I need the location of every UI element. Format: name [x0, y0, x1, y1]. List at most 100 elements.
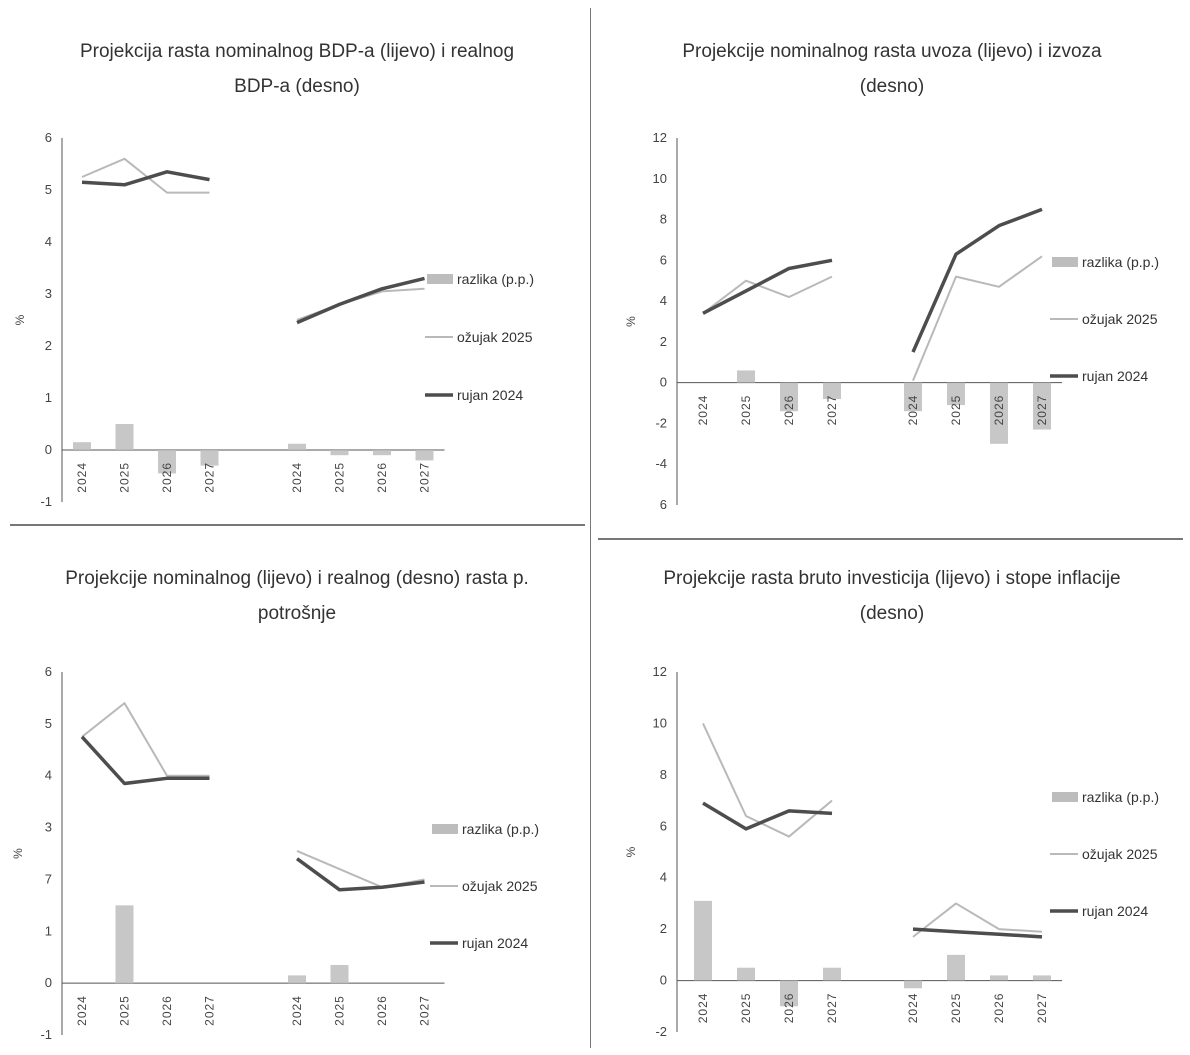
y-tick-label: 2	[660, 921, 667, 936]
horizontal-divider-left	[10, 524, 585, 526]
x-tick-label: 2027	[825, 993, 839, 1024]
y-tick-label: 6	[660, 252, 667, 267]
bar-razlika	[780, 980, 798, 1007]
bar-razlika	[823, 382, 841, 399]
horizontal-divider-right	[598, 538, 1183, 540]
x-tick-label: 2027	[825, 395, 839, 426]
x-tick-label: 2024	[75, 462, 89, 493]
bar-razlika	[330, 450, 349, 456]
legend-swatch-bar	[432, 824, 458, 834]
x-tick-label: 2025	[333, 995, 347, 1026]
x-tick-label: 2027	[1035, 395, 1049, 426]
vertical-divider	[590, 8, 591, 1048]
legend-label: razlika (p.p.)	[462, 821, 539, 837]
y-tick-label: 2	[660, 334, 667, 349]
chart-title-line: Projekcije nominalnog rasta uvoza (lijev…	[682, 41, 1102, 62]
x-tick-label: 2025	[739, 993, 753, 1024]
x-tick-label: 2024	[75, 995, 89, 1026]
y-tick-label: 0	[660, 375, 667, 390]
chart-title-line: BDP-a (desno)	[234, 76, 360, 97]
x-tick-label: 2024	[696, 993, 710, 1024]
x-tick-label: 2026	[375, 462, 389, 493]
y-tick-label: 12	[653, 664, 667, 679]
y-tick-label: 6	[45, 130, 52, 145]
x-tick-label: 2026	[782, 993, 796, 1024]
x-tick-label: 2026	[782, 395, 796, 426]
chart-panel-imports-exports: Projekcije nominalnog rasta uvoza (lijev…	[595, 0, 1190, 527]
legend-label: ožujak 2025	[1082, 311, 1158, 327]
series-line-ozujak-2025	[81, 157, 210, 194]
y-tick-label: 3	[45, 286, 52, 301]
bar-razlika	[990, 975, 1008, 981]
bar-razlika	[737, 967, 755, 981]
bar-razlika	[904, 382, 922, 412]
series-line-ozujak-2025	[912, 255, 1043, 382]
chart-panel-consumption: Projekcije nominalnog (lijevo) i realnog…	[0, 527, 595, 1054]
bar-razlika	[737, 370, 755, 383]
chart-title-line: Projekcija rasta nominalnog BDP-a (lijev…	[80, 41, 514, 62]
bar-razlika	[200, 450, 219, 466]
chart-title-line: Projekcije nominalnog (lijevo) i realnog…	[65, 568, 529, 589]
y-tick-label: -1	[40, 1027, 52, 1042]
x-tick-label: 2026	[375, 995, 389, 1026]
x-tick-label: 2024	[696, 395, 710, 426]
chart-panel-investment-inflation: Projekcije rasta bruto investicija (lije…	[595, 527, 1190, 1054]
bar-razlika	[115, 905, 134, 984]
x-tick-label: 2025	[333, 462, 347, 493]
series-line-ozujak-2025	[296, 849, 425, 889]
bar-razlika	[330, 964, 349, 984]
series-line-rujan-2024	[80, 735, 210, 786]
y-tick-label: 4	[660, 293, 667, 308]
bar-razlika	[823, 967, 841, 981]
y-tick-label: 0	[45, 975, 52, 990]
x-tick-label: 2025	[949, 395, 963, 426]
legend-label: rujan 2024	[1082, 903, 1148, 919]
x-tick-label: 2025	[949, 993, 963, 1024]
bar-razlika	[158, 450, 176, 474]
series-line-ozujak-2025	[702, 275, 833, 315]
x-tick-label: 2025	[118, 995, 132, 1026]
y-tick-label: 5	[45, 182, 52, 197]
legend-label: razlika (p.p.)	[1082, 254, 1159, 270]
y-tick-label: 6	[45, 664, 52, 679]
y-tick-label: 5	[45, 716, 52, 731]
bar-razlika	[288, 443, 306, 450]
x-tick-label: 2026	[992, 395, 1006, 426]
chart-svg: Projekcija rasta nominalnog BDP-a (lijev…	[13, 41, 534, 509]
y-tick-label: -1	[40, 494, 52, 509]
series-line-rujan-2024	[912, 927, 1043, 939]
x-tick-label: 2027	[418, 995, 432, 1026]
y-tick-label: 4	[660, 870, 667, 885]
series-line-ozujak-2025	[702, 723, 833, 838]
y-tick-label: 10	[653, 715, 667, 730]
chart-title-line: (desno)	[860, 76, 924, 97]
series-line-ozujak-2025	[81, 702, 210, 777]
legend-label: ožujak 2025	[457, 329, 533, 345]
y-axis-label: %	[624, 846, 638, 857]
series-line-rujan-2024	[296, 276, 425, 325]
y-tick-label: 1	[45, 923, 52, 938]
bar-razlika	[904, 980, 922, 989]
y-axis-label: %	[624, 316, 638, 327]
series-line-rujan-2024	[702, 801, 833, 831]
y-axis-label: %	[11, 848, 25, 859]
y-tick-label: 1	[45, 390, 52, 405]
y-tick-label: -4	[655, 456, 667, 471]
y-tick-label: 3	[45, 820, 52, 835]
legend-label: razlika (p.p.)	[457, 271, 534, 287]
bar-razlika	[947, 382, 965, 406]
chart-svg: Projekcije nominalnog rasta uvoza (lijev…	[624, 41, 1159, 512]
y-tick-label: 4	[45, 234, 52, 249]
y-tick-label: 6	[660, 497, 667, 512]
series-line-rujan-2024	[81, 170, 210, 187]
y-tick-label: 7	[45, 871, 52, 886]
bar-razlika	[1033, 382, 1051, 430]
legend-label: ožujak 2025	[462, 878, 538, 894]
chart-title-line: (desno)	[860, 603, 924, 624]
bar-razlika	[694, 900, 712, 981]
chart-svg: Projekcije nominalnog (lijevo) i realnog…	[11, 568, 539, 1042]
bar-razlika	[415, 450, 434, 461]
series-line-rujan-2024	[295, 857, 425, 892]
bar-razlika	[990, 382, 1008, 444]
